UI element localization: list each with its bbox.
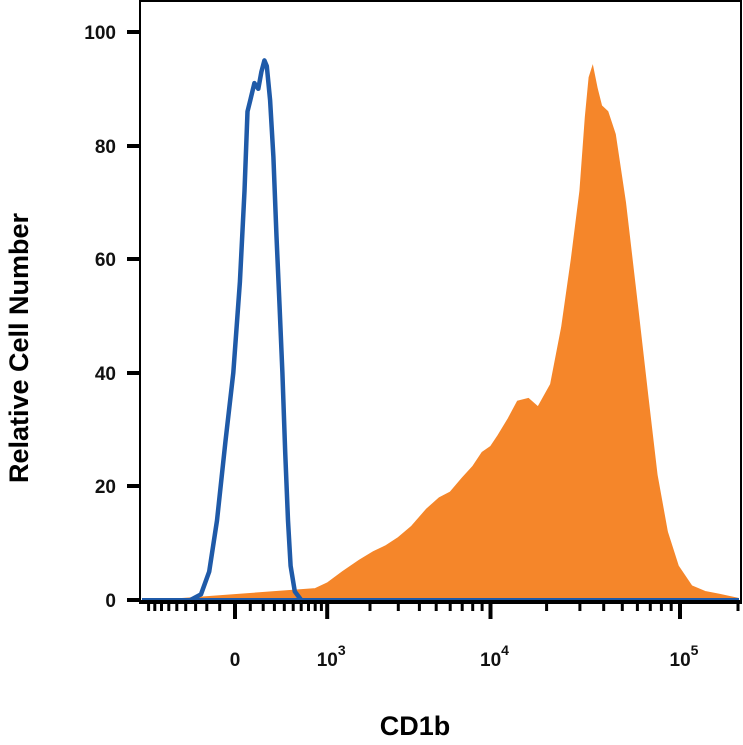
x-tick-label: 0 [230,650,241,671]
x-axis-title: CD1b [380,711,451,741]
y-tick-label: 60 [95,250,116,271]
x-tick-label: 103 [317,642,346,671]
x-tick-label-base: 10 [480,650,501,671]
x-tick-label-base: 10 [317,650,338,671]
x-tick-label-exponent: 3 [338,642,346,658]
x-tick-label-base: 10 [670,650,691,671]
y-tick-label: 80 [95,137,116,158]
y-tick-label: 0 [105,591,116,612]
series-fill-layer [161,64,739,601]
x-axis: 0 103 104 105 [147,603,740,671]
y-axis: 0 20 40 60 80 100 [84,1,141,612]
x-tick-label-exponent: 4 [501,642,509,658]
y-axis-title: Relative Cell Number [4,212,34,483]
x-tick-label-base: 0 [230,650,241,671]
x-tick-label: 104 [480,642,509,671]
y-tick-label: 20 [95,477,116,498]
x-tick-label-exponent: 5 [691,642,699,658]
series-1-area [161,64,739,601]
x-tick-label: 105 [670,642,699,671]
y-tick-label: 40 [95,364,116,385]
series-0-outline [188,58,304,603]
y-tick-label: 100 [84,23,116,44]
